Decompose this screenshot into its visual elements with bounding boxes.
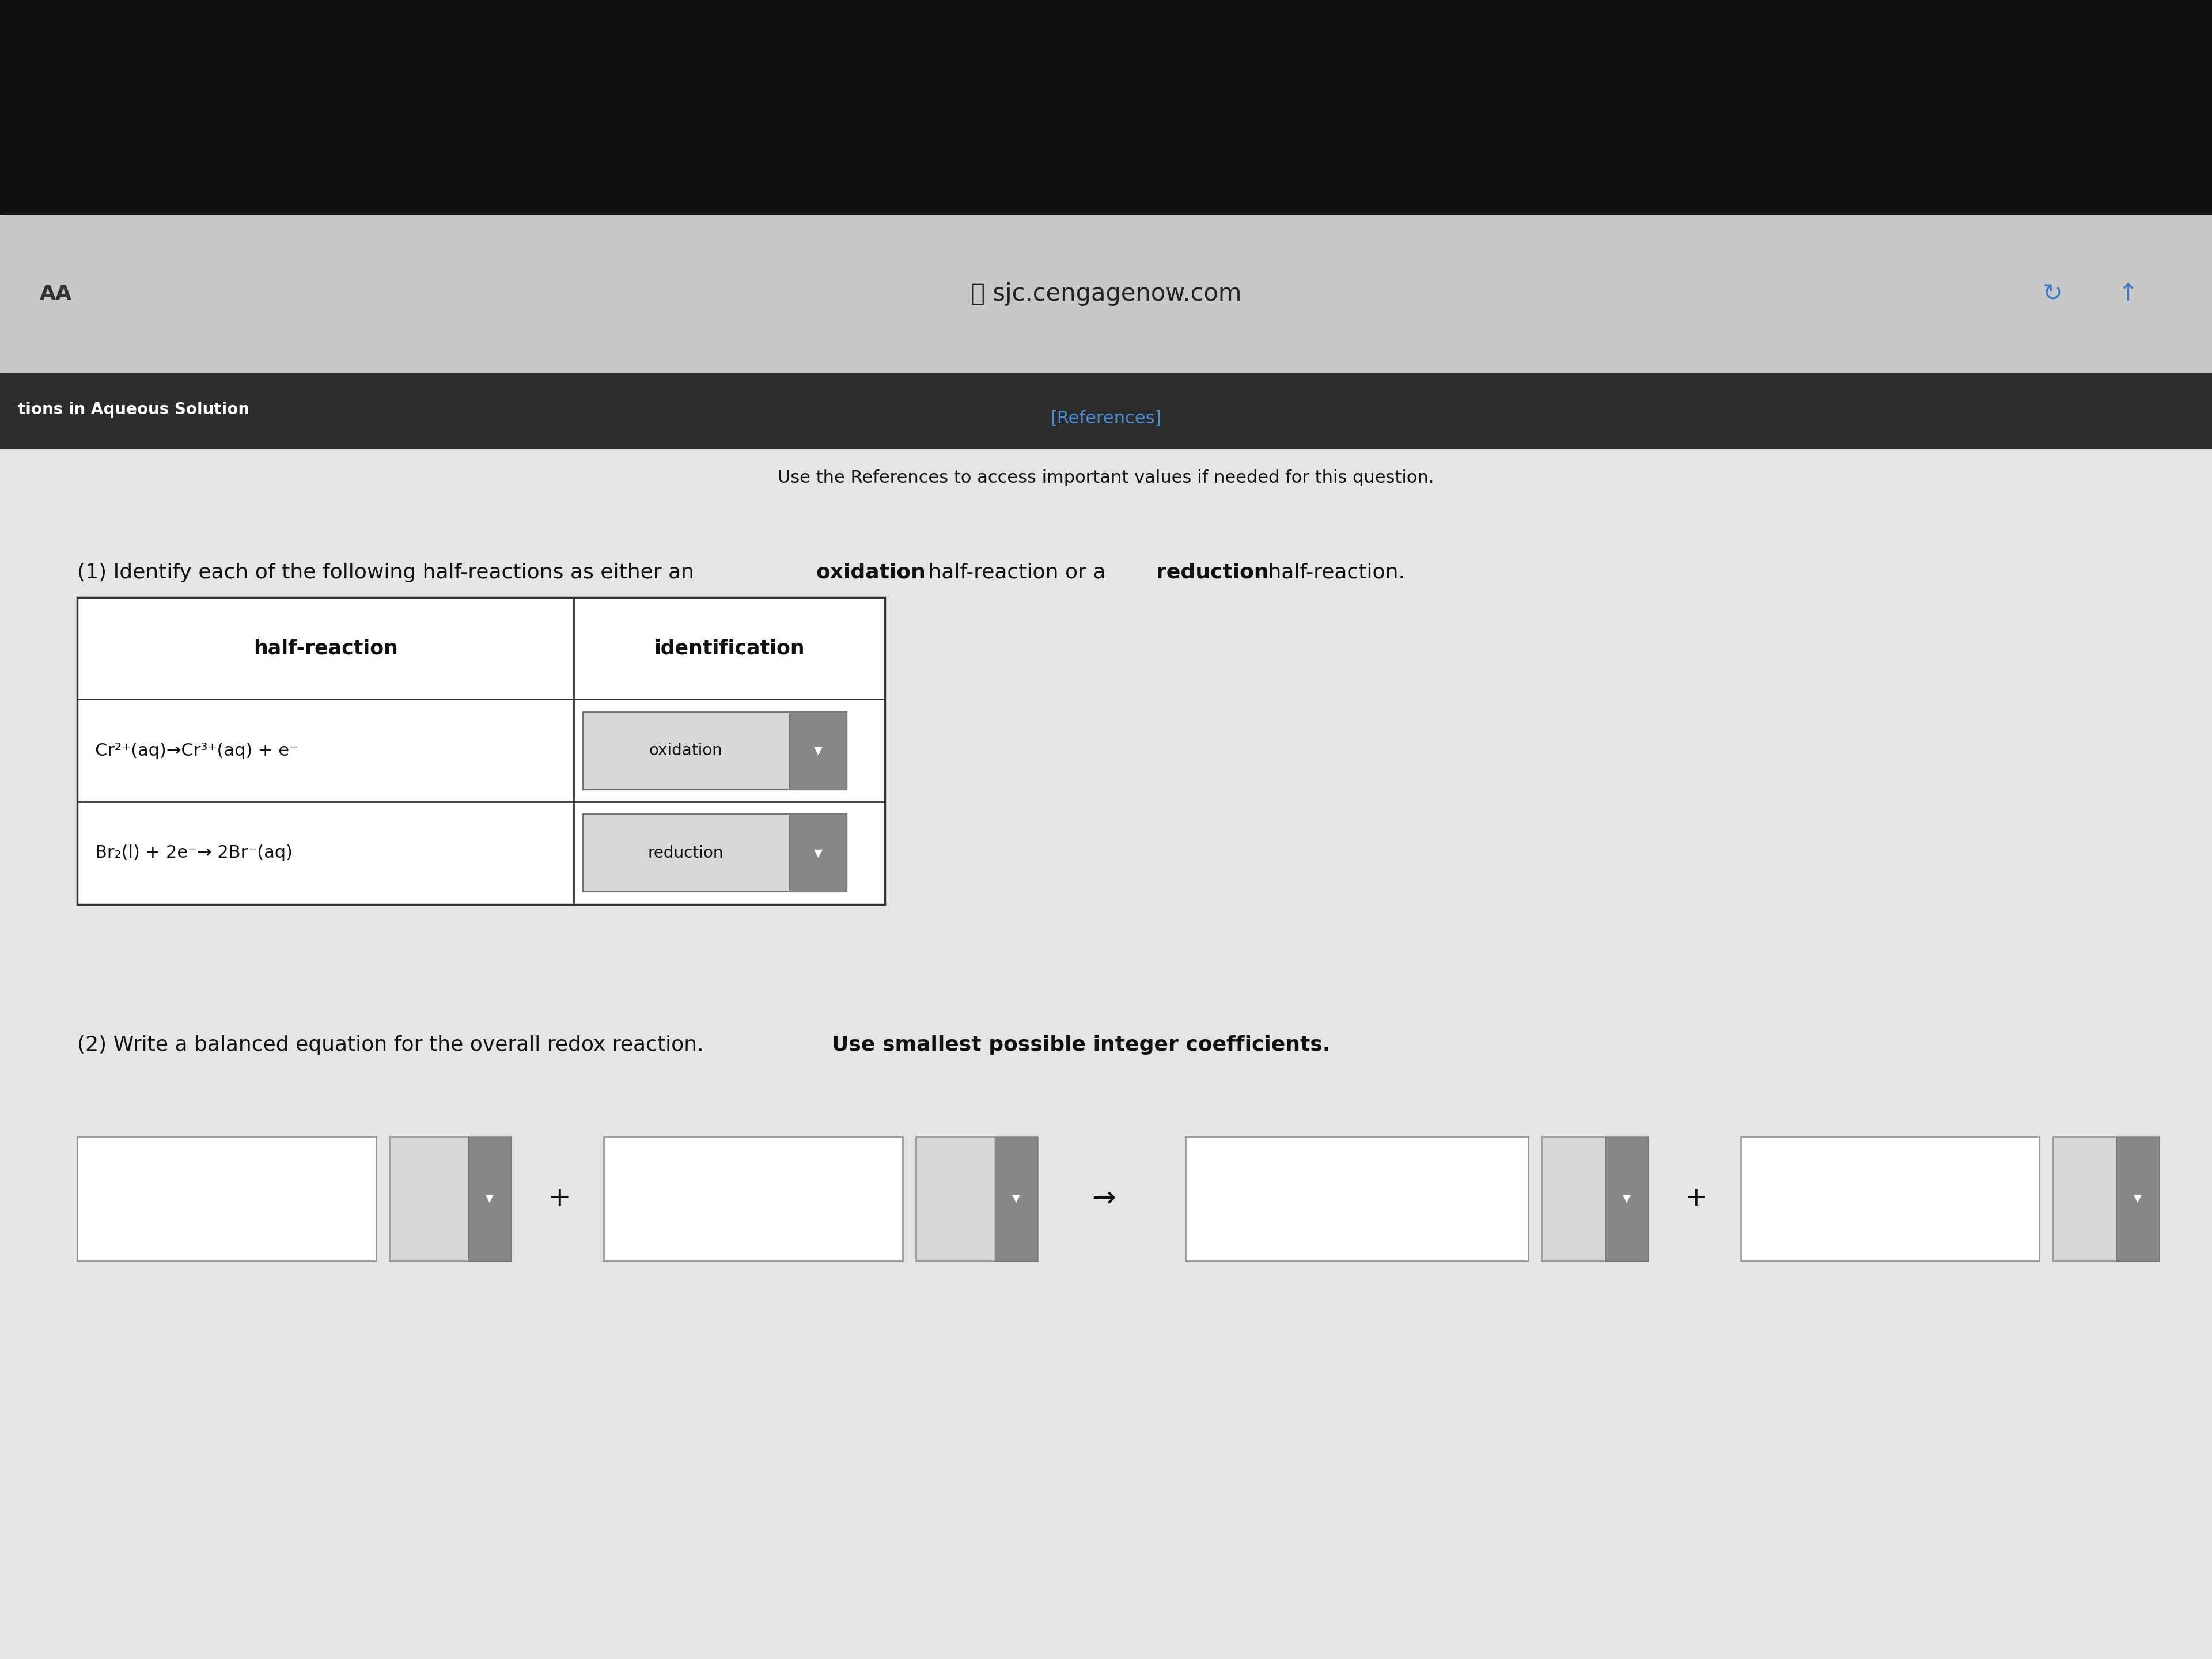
Text: (1) Identify each of the following half-reactions as either an: (1) Identify each of the following half-… bbox=[77, 562, 701, 582]
Text: ▼: ▼ bbox=[2135, 1193, 2141, 1204]
Text: oxidation: oxidation bbox=[648, 743, 723, 758]
Text: →: → bbox=[1093, 1185, 1115, 1213]
Bar bbox=[582, 815, 847, 893]
Text: ▼: ▼ bbox=[487, 1193, 493, 1204]
Bar bbox=[77, 597, 885, 904]
Text: ▼: ▼ bbox=[814, 848, 823, 858]
Text: [References]: [References] bbox=[1051, 410, 1161, 426]
Bar bbox=[0, 448, 2212, 1659]
Bar bbox=[790, 712, 847, 790]
Bar bbox=[916, 1136, 1037, 1261]
Bar bbox=[389, 1136, 511, 1261]
Bar bbox=[582, 712, 847, 790]
Bar bbox=[1542, 1136, 1648, 1261]
Text: +: + bbox=[549, 1186, 571, 1211]
Bar bbox=[1186, 1136, 1528, 1261]
Text: +: + bbox=[1686, 1186, 1708, 1211]
Text: half-reaction.: half-reaction. bbox=[1261, 562, 1405, 582]
Text: AA: AA bbox=[40, 284, 73, 304]
Text: ▼: ▼ bbox=[1013, 1193, 1020, 1204]
Bar bbox=[790, 815, 847, 893]
Text: ▼: ▼ bbox=[814, 745, 823, 757]
Text: Use smallest possible integer coefficients.: Use smallest possible integer coefficien… bbox=[832, 1035, 1329, 1055]
Text: ↑: ↑ bbox=[2117, 282, 2139, 305]
Bar bbox=[2053, 1136, 2159, 1261]
Text: oxidation: oxidation bbox=[816, 562, 927, 582]
Text: (2) Write a balanced equation for the overall redox reaction.: (2) Write a balanced equation for the ov… bbox=[77, 1035, 710, 1055]
Bar bbox=[0, 373, 2212, 448]
Text: identification: identification bbox=[655, 639, 805, 659]
Text: 🔒 sjc.cengagenow.com: 🔒 sjc.cengagenow.com bbox=[971, 282, 1241, 305]
Text: ↻: ↻ bbox=[2042, 282, 2064, 305]
Bar bbox=[995, 1136, 1037, 1261]
Text: tions in Aqueous Solution: tions in Aqueous Solution bbox=[18, 401, 250, 418]
Bar bbox=[1741, 1136, 2039, 1261]
Bar bbox=[0, 0, 2212, 216]
Text: reduction: reduction bbox=[648, 844, 723, 861]
Bar bbox=[469, 1136, 511, 1261]
Bar bbox=[77, 1136, 376, 1261]
Text: half-reaction: half-reaction bbox=[254, 639, 398, 659]
Bar bbox=[1606, 1136, 1648, 1261]
Bar bbox=[2117, 1136, 2159, 1261]
Text: Br₂(l) + 2e⁻→ 2Br⁻(aq): Br₂(l) + 2e⁻→ 2Br⁻(aq) bbox=[95, 844, 292, 861]
Bar bbox=[604, 1136, 902, 1261]
Bar bbox=[0, 216, 2212, 373]
Text: Cr²⁺(aq)→Cr³⁺(aq) + e⁻: Cr²⁺(aq)→Cr³⁺(aq) + e⁻ bbox=[95, 742, 299, 760]
Text: Use the References to access important values if needed for this question.: Use the References to access important v… bbox=[779, 469, 1433, 486]
Text: reduction: reduction bbox=[1157, 562, 1270, 582]
Text: ▼: ▼ bbox=[1624, 1193, 1630, 1204]
Text: half-reaction or a: half-reaction or a bbox=[922, 562, 1113, 582]
